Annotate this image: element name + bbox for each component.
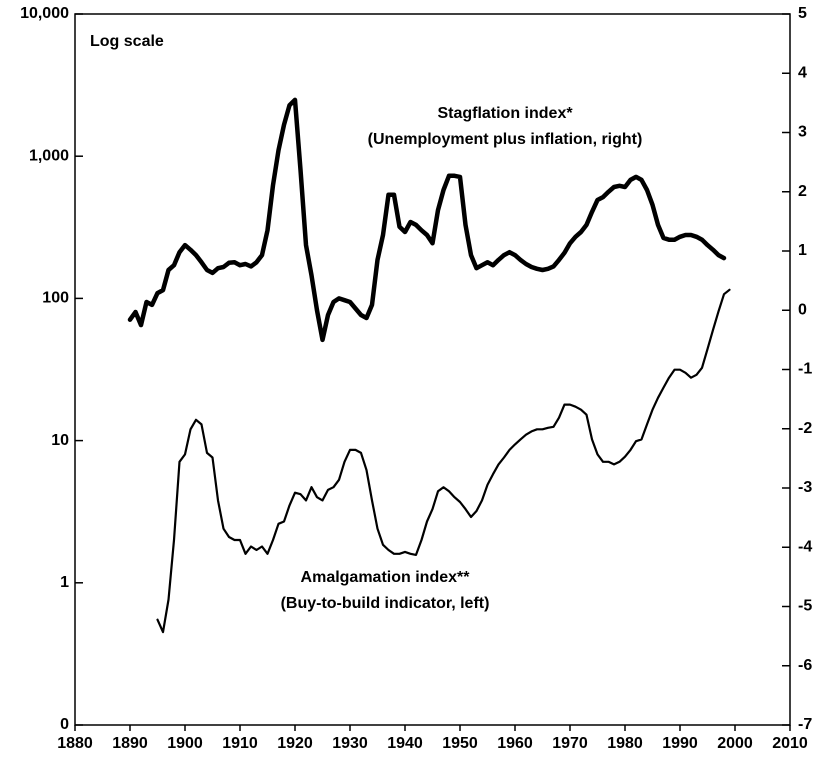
- y2-tick-label: 0: [798, 301, 807, 318]
- series-label: Stagflation index*: [437, 105, 573, 122]
- x-tick-label: 1970: [552, 735, 588, 752]
- y2-tick-label: -3: [798, 479, 812, 496]
- y2-tick-label: 5: [798, 5, 807, 22]
- x-tick-label: 2010: [772, 735, 808, 752]
- x-tick-label: 1980: [607, 735, 643, 752]
- x-tick-label: 1910: [222, 735, 258, 752]
- x-tick-label: 1900: [167, 735, 203, 752]
- x-tick-label: 1880: [57, 735, 93, 752]
- y2-tick-label: 4: [798, 64, 807, 81]
- series-sublabel: (Buy-to-build indicator, left): [281, 595, 490, 612]
- x-tick-label: 1950: [442, 735, 478, 752]
- series-line: [127, 97, 727, 343]
- y-tick-label: 10: [51, 432, 69, 449]
- y-tick-label: 1: [60, 574, 69, 591]
- y2-tick-label: -5: [798, 598, 812, 615]
- x-tick-label: 1940: [387, 735, 423, 752]
- x-tick-label: 1890: [112, 735, 148, 752]
- y2-tick-label: -4: [798, 538, 812, 555]
- y-tick-label: 100: [42, 290, 69, 307]
- log-scale-note: Log scale: [90, 33, 164, 50]
- series-sublabel: (Unemployment plus inflation, right): [368, 131, 643, 148]
- x-tick-label: 1960: [497, 735, 533, 752]
- y-tick-label: 1,000: [29, 147, 69, 164]
- plot-frame: [74, 13, 791, 726]
- y2-tick-label: -2: [798, 420, 812, 437]
- series-line: [156, 288, 731, 634]
- y-tick-label: 0: [60, 716, 69, 733]
- y2-tick-label: 1: [798, 242, 807, 259]
- x-tick-label: 1990: [662, 735, 698, 752]
- x-tick-label: 1920: [277, 735, 313, 752]
- y2-tick-label: 2: [798, 183, 807, 200]
- x-tick-label: 2000: [717, 735, 753, 752]
- y2-tick-label: 3: [798, 124, 807, 141]
- y-tick-label: 10,000: [20, 5, 69, 22]
- y2-tick-label: -6: [798, 657, 812, 674]
- series-label: Amalgamation index**: [301, 569, 471, 586]
- y2-tick-label: -1: [798, 361, 812, 378]
- y2-tick-label: -7: [798, 716, 812, 733]
- x-tick-label: 1930: [332, 735, 368, 752]
